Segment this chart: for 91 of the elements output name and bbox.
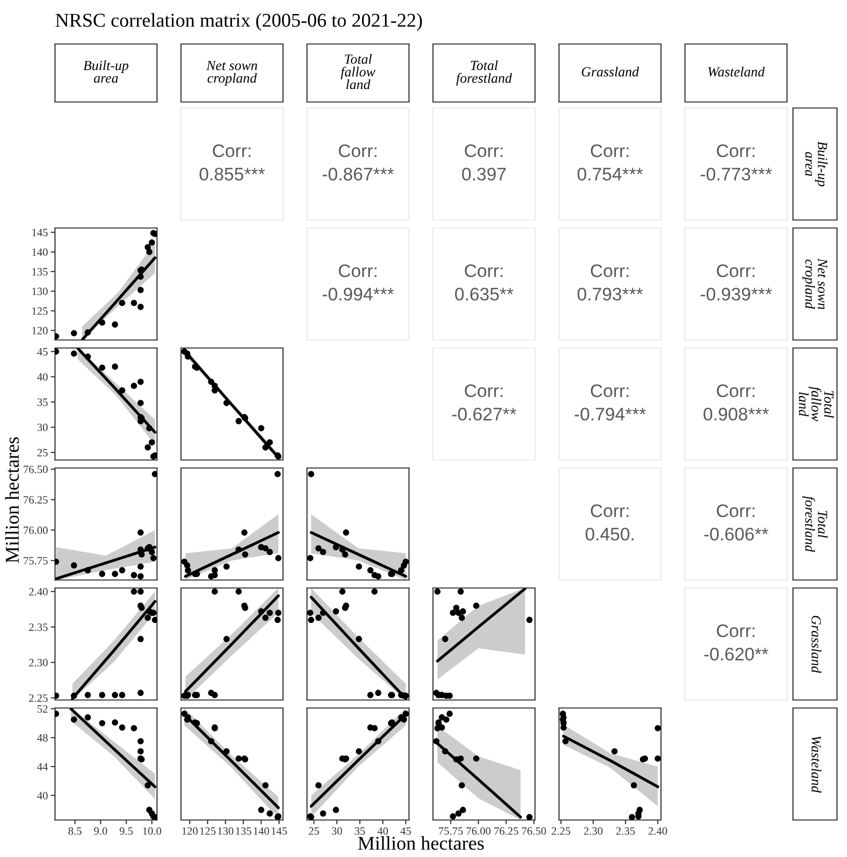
y-tick-label: 30 <box>37 424 48 432</box>
text: -0.794*** <box>574 408 646 421</box>
y-tick-label: 130 <box>32 288 48 296</box>
x-tick-label: 145 <box>272 827 287 835</box>
y-tick-label: 40 <box>37 373 48 381</box>
text: -0.939*** <box>700 288 772 301</box>
x-tick-label: 125 <box>200 827 216 835</box>
text: 0.754*** <box>578 168 643 181</box>
x-tick-label: 2.30 <box>584 827 603 835</box>
x-tick-label: 10.0 <box>143 827 162 835</box>
text: NRSC correlation matrix (2005-06 to 2021-22) <box>56 13 422 31</box>
y-tick-label: 2.30 <box>29 658 48 666</box>
y-tick-label: 2.40 <box>29 588 48 596</box>
category-label: Built-up area <box>805 141 828 186</box>
category-label: Wasteland <box>811 736 822 793</box>
text: Corr: <box>464 264 502 278</box>
category-label: Grassland <box>812 616 822 673</box>
y-tick-label: 2.35 <box>29 623 48 631</box>
text: 0.793*** <box>578 288 643 301</box>
y-tick-label: 76.25 <box>24 496 48 504</box>
y-tick-label: 25 <box>37 448 48 456</box>
text: Million hectares <box>358 836 484 850</box>
y-tick-label: 40 <box>37 792 48 800</box>
text: -0.627** <box>452 408 516 421</box>
x-tick-label: 40 <box>377 827 388 835</box>
x-tick-label: 2.35 <box>616 827 635 835</box>
y-tick-label: 76.50 <box>24 466 48 474</box>
text: 0.855*** <box>200 168 265 181</box>
y-tick-label: 48 <box>37 734 48 742</box>
text: Corr: <box>590 264 628 278</box>
text: Corr: <box>716 504 754 518</box>
text: Corr: <box>716 144 754 158</box>
x-tick-label: 45 <box>400 827 411 835</box>
y-tick-label: 52 <box>38 705 48 713</box>
category-label: Total forestland <box>802 496 828 552</box>
x-tick-label: 30 <box>332 827 342 835</box>
category-label: Total fallow land <box>798 386 834 422</box>
text: -0.867*** <box>322 168 394 181</box>
y-tick-label: 125 <box>32 307 48 315</box>
y-tick-label: 44 <box>37 763 48 770</box>
y-tick-label: 76.00 <box>24 526 48 534</box>
x-tick-label: 130 <box>218 827 234 835</box>
text: -0.606** <box>704 528 768 541</box>
text: Corr: <box>464 384 502 398</box>
y-tick-label: 120 <box>32 326 48 334</box>
text: 0.450. <box>586 528 634 541</box>
y-tick-label: 2.25 <box>29 694 48 702</box>
category-label: Wasteland <box>708 66 765 77</box>
x-tick-label: 25 <box>308 827 320 835</box>
x-tick-label: 2.40 <box>648 827 668 835</box>
text: Corr: <box>590 504 628 518</box>
x-tick-label: 135 <box>236 827 252 835</box>
y-tick-label: 145 <box>32 228 48 236</box>
text: Corr: <box>716 264 754 278</box>
category-label: Net sown cropland <box>802 258 828 310</box>
x-tick-label: 2.25 <box>552 827 570 835</box>
text: -0.773*** <box>700 168 772 181</box>
y-tick-label: 135 <box>32 268 48 276</box>
x-tick-label: 75.75 <box>438 827 463 835</box>
text: Corr: <box>716 384 754 398</box>
text: Corr: <box>338 264 376 278</box>
text: 0.908*** <box>704 408 769 421</box>
x-tick-label: 76.50 <box>522 827 546 835</box>
category-label: Built-up area <box>83 60 128 83</box>
x-tick-label: 9.5 <box>120 827 133 835</box>
text: Corr: <box>212 144 250 158</box>
text: Corr: <box>590 144 628 158</box>
text: Corr: <box>338 144 376 158</box>
category-label: Total fallow land <box>340 54 376 90</box>
y-tick-label: 75.75 <box>24 557 48 565</box>
text: -0.994*** <box>322 288 394 301</box>
category-label: Total forestland <box>456 60 512 86</box>
text: Corr: <box>590 384 628 398</box>
y-tick-label: 45 <box>37 348 48 356</box>
x-tick-label: 76.00 <box>466 827 491 835</box>
category-label: Net sown cropland <box>206 60 258 86</box>
text: 0.397 <box>462 168 506 181</box>
text: Million hectares <box>5 437 19 563</box>
category-label: Grassland <box>582 66 639 76</box>
y-tick-label: 35 <box>37 398 48 406</box>
x-tick-label: 120 <box>182 827 198 835</box>
x-tick-label: 9.0 <box>94 827 108 835</box>
x-tick-label: 140 <box>254 827 270 835</box>
y-tick-label: 140 <box>32 248 48 256</box>
x-tick-label: 35 <box>354 827 365 835</box>
text: -0.620** <box>704 648 768 661</box>
x-tick-label: 8.5 <box>68 827 82 835</box>
x-tick-label: 76.25 <box>494 827 518 835</box>
text: 0.635** <box>455 288 514 301</box>
text: Corr: <box>716 624 754 638</box>
text: Corr: <box>464 144 502 158</box>
